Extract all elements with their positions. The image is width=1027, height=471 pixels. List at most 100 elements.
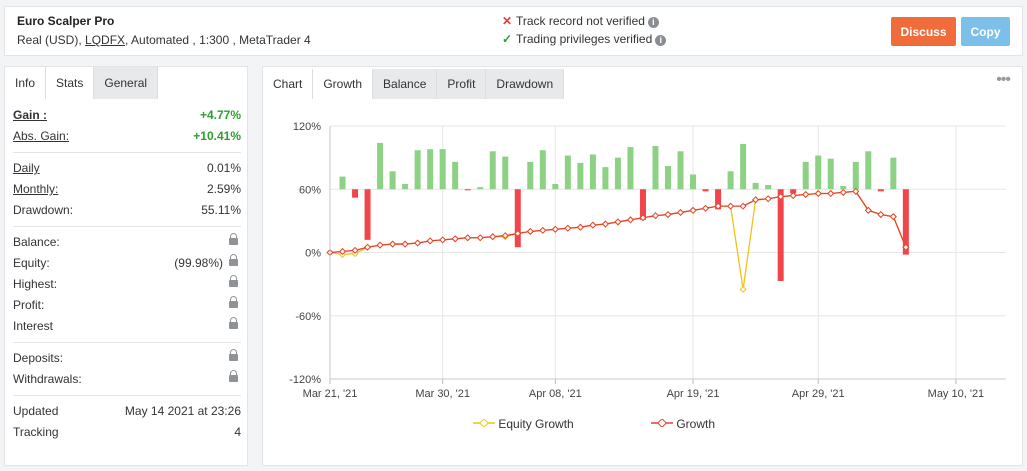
copy-button[interactable]: Copy bbox=[961, 17, 1010, 46]
growth-point bbox=[739, 202, 747, 210]
updated-label: Updated bbox=[13, 404, 59, 418]
legend-growth[interactable]: Growth bbox=[651, 417, 715, 431]
tab-stats[interactable]: Stats bbox=[46, 67, 95, 99]
growth-point bbox=[614, 218, 622, 226]
chart-bar bbox=[402, 183, 409, 190]
tab-general[interactable]: General bbox=[94, 67, 159, 99]
monthly-label[interactable]: Monthly: bbox=[13, 182, 59, 196]
x-tick-label: Mar 21, '21 bbox=[303, 388, 358, 400]
growth-point bbox=[501, 232, 509, 240]
lock-icon bbox=[229, 370, 238, 382]
growth-point bbox=[401, 240, 409, 248]
tab-profit[interactable]: Profit bbox=[437, 69, 487, 99]
chart-bar bbox=[815, 155, 822, 190]
stat-deposits: Deposits: bbox=[13, 348, 241, 369]
daily-label[interactable]: Daily bbox=[13, 161, 40, 175]
trading-privileges-text: Trading privileges verified bbox=[516, 32, 653, 46]
chart-bar bbox=[752, 182, 759, 190]
y-tick-label: 120% bbox=[293, 121, 321, 133]
stats-panel: Info Stats General Gain : +4.77% Abs. Ga… bbox=[4, 66, 248, 466]
lock-icon bbox=[229, 275, 238, 287]
chart-bar bbox=[502, 156, 509, 190]
chart-bar bbox=[389, 171, 396, 190]
growth-point bbox=[439, 236, 447, 244]
chart-bar bbox=[364, 189, 371, 240]
divider bbox=[13, 342, 241, 343]
chart-bar bbox=[602, 167, 609, 190]
chart-bar bbox=[890, 157, 897, 190]
trading-privileges-status: ✓ Trading privileges verified i bbox=[501, 32, 667, 46]
growth-point bbox=[802, 190, 810, 199]
growth-point bbox=[902, 243, 910, 251]
growth-point bbox=[639, 214, 647, 222]
chart-bar bbox=[427, 149, 434, 190]
tracking-label: Tracking bbox=[13, 425, 59, 439]
daily-value: 0.01% bbox=[206, 161, 241, 175]
tracking-value: 4 bbox=[234, 425, 241, 439]
chart-bar bbox=[614, 157, 621, 190]
chart-bar bbox=[677, 151, 684, 190]
growth-point bbox=[539, 226, 547, 234]
chart-bar bbox=[902, 189, 909, 255]
tab-info[interactable]: Info bbox=[5, 67, 47, 99]
chart-bar bbox=[852, 161, 859, 190]
growth-point bbox=[464, 234, 472, 242]
growth-point bbox=[564, 224, 572, 232]
growth-point bbox=[777, 193, 785, 201]
growth-chart: 120% 60% 0% -60% -120% Mar 21, '21 Mar 30, '21… bbox=[289, 121, 1006, 400]
growth-point bbox=[889, 213, 897, 221]
discuss-button[interactable]: Discuss bbox=[891, 17, 956, 46]
broker-link[interactable]: LQDFX bbox=[85, 33, 126, 47]
abs-gain-label[interactable]: Abs. Gain: bbox=[13, 129, 70, 143]
tab-growth[interactable]: Growth bbox=[313, 69, 374, 99]
chart-bar bbox=[339, 176, 346, 190]
tab-chart[interactable]: Chart bbox=[263, 69, 314, 99]
chart-bar bbox=[527, 161, 534, 190]
chart-bar bbox=[652, 146, 659, 190]
chart-tabs: Chart Growth Balance Profit Drawdown bbox=[263, 69, 565, 101]
y-tick-label: -60% bbox=[295, 311, 321, 323]
stat-balance: Balance: bbox=[13, 232, 241, 253]
drawdown-value: 55.11% bbox=[201, 203, 241, 217]
tab-balance[interactable]: Balance bbox=[373, 69, 438, 99]
x-tick-label: Apr 19, '21 bbox=[667, 388, 720, 400]
growth-point bbox=[514, 229, 522, 238]
growth-point bbox=[426, 237, 434, 245]
legend-equity-growth[interactable]: Equity Growth bbox=[473, 417, 574, 431]
equity-growth-line bbox=[329, 190, 907, 290]
equity-value: (99.98%) bbox=[174, 256, 223, 270]
growth-legend-marker bbox=[651, 418, 673, 428]
chart-bar bbox=[539, 150, 546, 190]
y-tick-label: 0% bbox=[305, 248, 321, 260]
growth-point bbox=[651, 212, 660, 220]
growth-point bbox=[764, 195, 772, 203]
chart-bar bbox=[715, 189, 722, 210]
highest-label: Highest: bbox=[13, 277, 58, 291]
system-details: , Automated , 1:300 , MetaTrader 4 bbox=[125, 33, 311, 47]
stat-abs-gain: Abs. Gain: +10.41% bbox=[13, 126, 241, 147]
gain-label[interactable]: Gain : bbox=[13, 108, 48, 122]
chart-bar bbox=[802, 161, 809, 190]
chart-bar bbox=[865, 151, 872, 190]
growth-point bbox=[877, 211, 885, 219]
x-tick-label: May 10, '21 bbox=[928, 388, 985, 400]
chart-bar bbox=[552, 183, 559, 190]
growth-point bbox=[451, 235, 459, 243]
growth-point bbox=[476, 234, 484, 242]
chart-bar bbox=[489, 151, 496, 190]
stat-updated: Updated May 14 2021 at 23:26 bbox=[13, 401, 241, 422]
chart-bar bbox=[564, 155, 571, 190]
system-header: Euro Scalper Pro Real (USD), LQDFX, Auto… bbox=[4, 6, 1023, 56]
track-record-text: Track record not verified bbox=[516, 14, 645, 28]
growth-point bbox=[864, 206, 872, 214]
stat-withdrawals: Withdrawals: bbox=[13, 369, 241, 390]
abs-gain-value: +10.41% bbox=[193, 129, 241, 143]
info-icon[interactable]: i bbox=[655, 35, 667, 46]
info-icon[interactable]: i bbox=[647, 17, 659, 28]
tab-drawdown[interactable]: Drawdown bbox=[486, 69, 565, 99]
growth-point bbox=[789, 192, 797, 200]
more-options-icon[interactable]: ••• bbox=[996, 71, 1011, 88]
chart-bar bbox=[514, 189, 521, 248]
chart-bar bbox=[352, 189, 359, 198]
growth-point bbox=[376, 241, 384, 249]
